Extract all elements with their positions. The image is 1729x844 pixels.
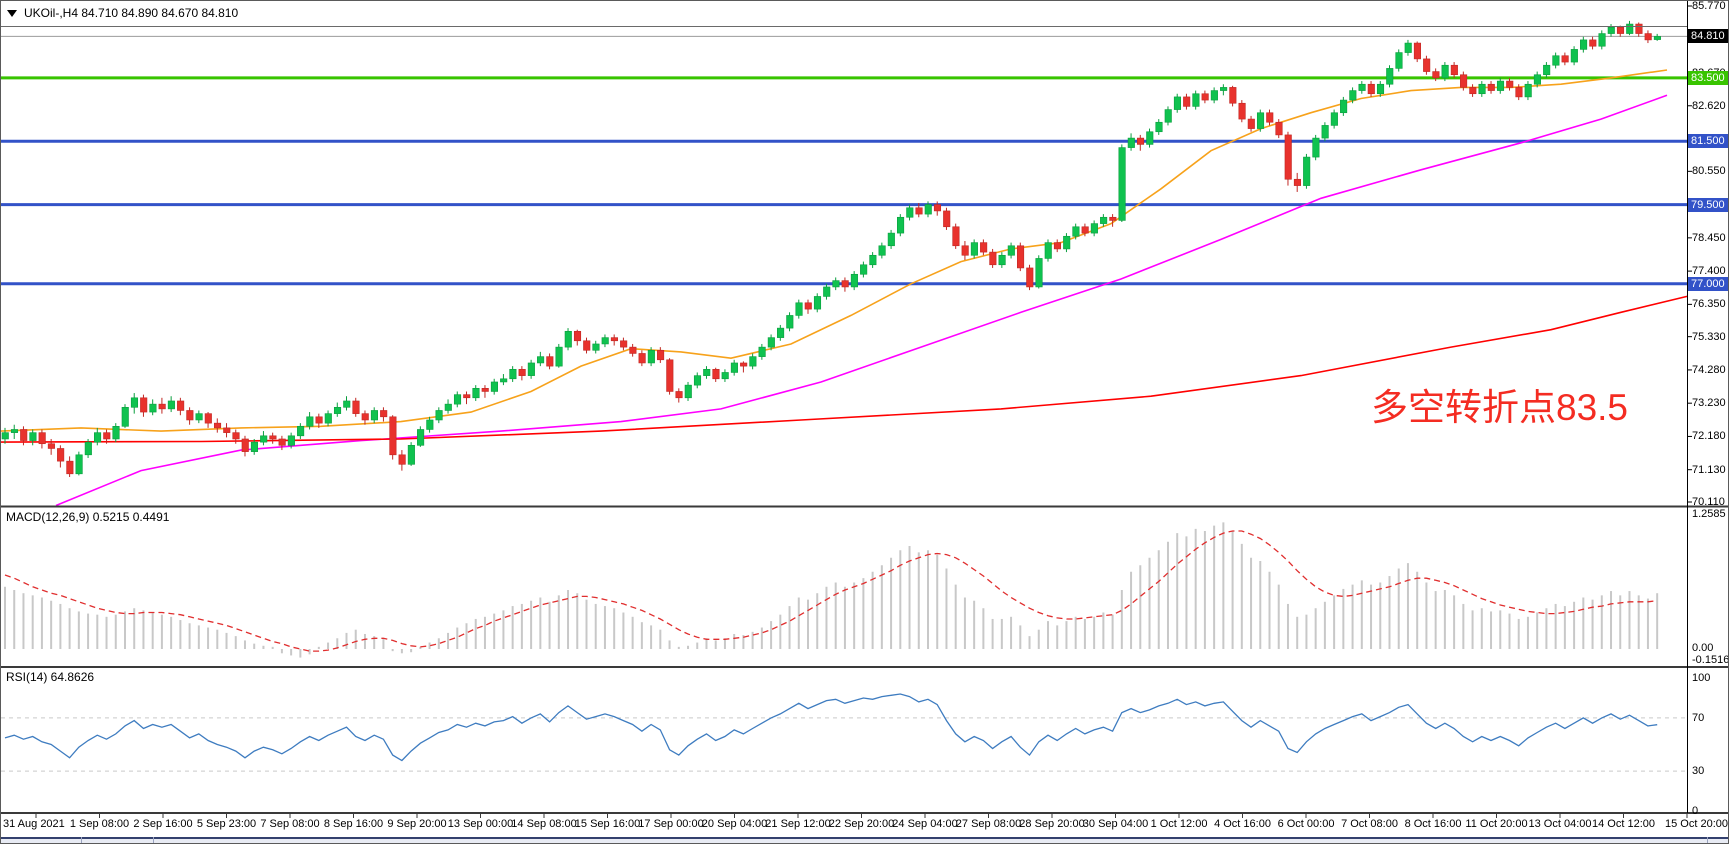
symbol-dropdown-icon[interactable] — [7, 10, 17, 18]
bottom-tab-strip[interactable] — [1, 837, 1728, 843]
tab-separator — [153, 837, 154, 843]
analyst-annotation: 多空转折点83.5 — [1371, 387, 1629, 428]
chart-title-bar: UKOil-,H4 84.710 84.890 84.670 84.810 — [7, 6, 238, 20]
tab-separator — [1707, 837, 1708, 843]
tab-separator — [81, 837, 82, 843]
chart-title: UKOil-,H4 84.710 84.890 84.670 84.810 — [24, 6, 239, 20]
